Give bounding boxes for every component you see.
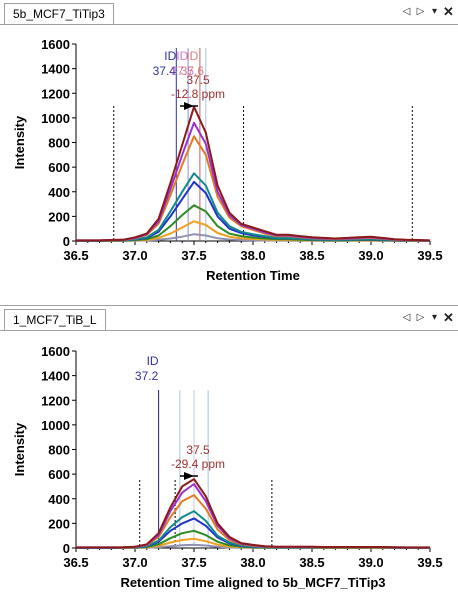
series-line <box>76 105 431 242</box>
tab-controls: ◁ ▷ ▾ ✕ <box>401 3 454 21</box>
x-tick-label: 38.0 <box>240 248 265 263</box>
id-label-text: ID <box>176 49 188 63</box>
x-tick-label: 38.0 <box>240 555 265 570</box>
series-line <box>76 517 430 549</box>
y-tick-label: 1400 <box>41 62 70 77</box>
id-label-text: 37.6 <box>181 64 205 78</box>
y-tick-label: 1400 <box>41 369 70 384</box>
y-tick-label: 1600 <box>41 344 70 359</box>
series-line <box>76 180 431 242</box>
y-tick-label: 200 <box>48 209 70 224</box>
peak-arrow-icon <box>184 102 194 110</box>
scroll-right-icon[interactable]: ▷ <box>416 6 425 17</box>
x-tick-label: 38.5 <box>299 248 324 263</box>
x-tick-label: 37.5 <box>181 248 206 263</box>
scroll-right-icon[interactable]: ▷ <box>416 312 425 323</box>
y-tick-label: 800 <box>48 443 70 458</box>
chromatogram-pane-top: 5b_MCF7_TiTip3 ◁ ▷ ▾ ✕ 0 200 400 600 800 1000… <box>0 0 458 305</box>
x-tick-label: 37.0 <box>122 555 147 570</box>
y-tick-label: 600 <box>48 467 70 482</box>
dropdown-icon[interactable]: ▾ <box>431 312 438 323</box>
id-label-text: ID <box>147 354 159 368</box>
x-axis-label: Retention Time aligned to 5b_MCF7_TiTip3 <box>120 575 385 590</box>
tab-1-mcf7-tib-l[interactable]: 1_MCF7_TiB_L <box>4 309 106 330</box>
id-label-text: ID <box>164 49 176 63</box>
series-line <box>76 135 431 242</box>
x-tick-label: 36.5 <box>63 555 88 570</box>
id-label-text: 37.4 <box>153 64 177 78</box>
x-tick-label: 39.5 <box>417 248 442 263</box>
y-axis-label: Intensity <box>12 422 27 476</box>
pane-divider[interactable] <box>0 305 458 306</box>
peak-rt-label: 37.5 <box>186 443 210 457</box>
y-tick-label: 1000 <box>41 111 70 126</box>
x-tick-label: 39.0 <box>358 248 383 263</box>
peak-ppm-label: -12.8 ppm <box>171 87 225 101</box>
series-line <box>76 494 430 549</box>
x-tick-label: 36.5 <box>63 248 88 263</box>
peak-arrow-icon <box>184 472 194 480</box>
y-tick-label: 1200 <box>41 86 70 101</box>
y-tick-label: 400 <box>48 185 70 200</box>
y-tick-label: 0 <box>63 541 70 556</box>
x-axis-label: Retention Time <box>206 268 300 283</box>
peak-rt-label: 37.5 <box>186 73 210 87</box>
chromatogram-pane-bottom: 1_MCF7_TiB_L ◁ ▷ ▾ ✕ 0 200 400 600 800 1000 12… <box>0 306 458 611</box>
y-tick-label: 0 <box>63 234 70 249</box>
id-label-text: 37.2 <box>135 369 159 383</box>
tab-strip: 5b_MCF7_TiTip3 ◁ ▷ ▾ ✕ <box>0 0 458 25</box>
chromatogram-chart[interactable]: 0 200 400 600 800 1000 1200 1400 1600 36.5 37.0 37.… <box>0 24 458 305</box>
tab-controls: ◁ ▷ ▾ ✕ <box>401 309 454 327</box>
scroll-left-icon[interactable]: ◁ <box>402 6 411 17</box>
close-icon[interactable]: ✕ <box>443 310 454 325</box>
series-line <box>76 483 430 549</box>
tab-strip: 1_MCF7_TiB_L ◁ ▷ ▾ ✕ <box>0 306 458 331</box>
y-tick-label: 1600 <box>41 37 70 52</box>
y-tick-label: 800 <box>48 136 70 151</box>
x-tick-label: 37.0 <box>122 248 147 263</box>
close-icon[interactable]: ✕ <box>443 4 454 19</box>
dropdown-icon[interactable]: ▾ <box>431 6 438 17</box>
x-tick-label: 39.0 <box>358 555 383 570</box>
scroll-left-icon[interactable]: ◁ <box>402 312 411 323</box>
y-tick-label: 400 <box>48 492 70 507</box>
tab-5b-mcf7-titip3[interactable]: 5b_MCF7_TiTip3 <box>4 3 114 24</box>
x-tick-label: 37.5 <box>181 555 206 570</box>
y-tick-label: 600 <box>48 160 70 175</box>
series-line <box>76 121 431 242</box>
x-tick-label: 38.5 <box>299 555 324 570</box>
y-tick-label: 1000 <box>41 418 70 433</box>
peak-ppm-label: -29.4 ppm <box>171 457 225 471</box>
chromatogram-chart[interactable]: 0 200 400 600 800 1000 1200 1400 1600 36.5 37.0 37.… <box>0 330 458 611</box>
y-tick-label: 1200 <box>41 393 70 408</box>
y-axis-label: Intensity <box>12 115 27 169</box>
x-tick-label: 39.5 <box>417 555 442 570</box>
id-label-text: 37.5 <box>171 64 195 78</box>
series-line <box>76 510 430 549</box>
series-line <box>76 478 430 549</box>
y-tick-label: 200 <box>48 516 70 531</box>
id-label-text: ID <box>186 49 198 63</box>
